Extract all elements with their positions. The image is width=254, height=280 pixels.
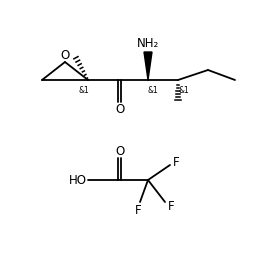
Text: O: O [115,144,124,158]
Text: &1: &1 [178,85,189,95]
Text: F: F [167,200,174,214]
Text: F: F [134,204,141,216]
Text: O: O [115,102,124,116]
Text: &1: &1 [78,85,89,95]
Text: O: O [60,48,69,62]
Text: HO: HO [69,174,87,186]
Text: F: F [172,155,179,169]
Polygon shape [144,52,151,80]
Text: NH₂: NH₂ [136,36,158,50]
Text: &1: &1 [147,85,158,95]
